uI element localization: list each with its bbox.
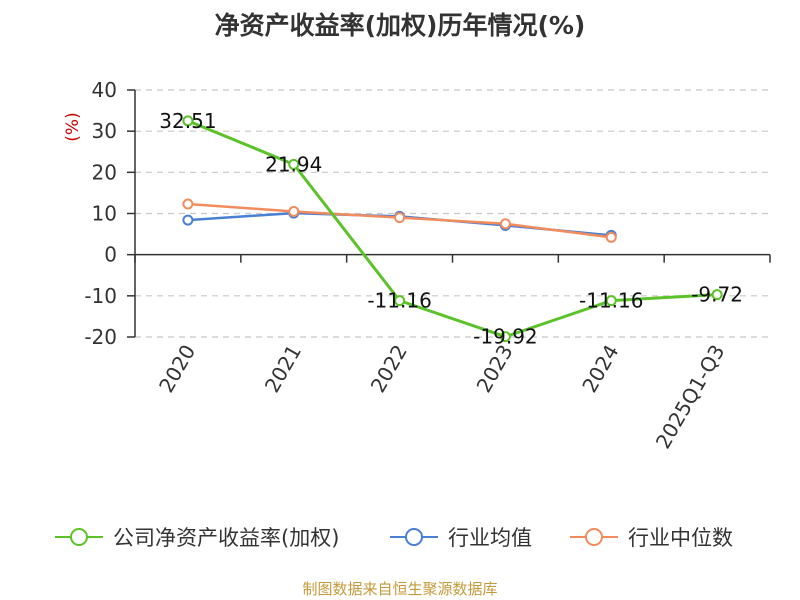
data-label: 32.51 — [159, 109, 216, 133]
legend: 公司净资产收益率(加权) 行业均值 行业中位数 — [0, 522, 800, 552]
data-label: -19.92 — [473, 325, 537, 349]
y-axis-label: (%) — [63, 112, 83, 141]
data-label: -11.16 — [579, 289, 643, 313]
x-tick-label: 2022 — [366, 341, 412, 397]
legend-marker-industry-mean — [390, 528, 438, 546]
x-tick-label: 2023 — [472, 341, 518, 397]
data-point — [499, 218, 511, 230]
legend-item-industry-mean[interactable]: 行业均值 — [390, 522, 532, 552]
data-label: 21.94 — [265, 152, 322, 176]
x-tick-label: 2025Q1-Q3 — [651, 341, 730, 453]
legend-item-industry-median[interactable]: 行业中位数 — [570, 522, 733, 552]
data-point — [288, 158, 300, 170]
y-tick-label: 20 — [92, 160, 117, 184]
data-point — [182, 198, 194, 210]
legend-marker-industry-median — [570, 528, 618, 546]
data-point — [182, 115, 194, 127]
legend-label-industry-mean: 行业均值 — [448, 526, 532, 550]
legend-marker-company — [55, 528, 103, 546]
data-point — [711, 289, 723, 301]
y-tick-label: 30 — [92, 119, 117, 143]
source-note: 制图数据来自恒生聚源数据库 — [302, 580, 498, 598]
x-tick-label: 2020 — [154, 341, 200, 397]
data-point — [182, 214, 194, 226]
y-tick-label: -20 — [84, 325, 117, 349]
data-point — [605, 295, 617, 307]
data-label: -11.16 — [367, 289, 431, 313]
y-tick-label: 10 — [92, 202, 117, 226]
legend-label-company: 公司净资产收益率(加权) — [113, 526, 340, 550]
data-point — [288, 205, 300, 217]
chart-title: 净资产收益率(加权)历年情况(%) — [214, 11, 586, 40]
data-point — [394, 295, 406, 307]
x-tick-label: 2021 — [260, 341, 306, 397]
legend-item-company[interactable]: 公司净资产收益率(加权) — [55, 522, 339, 552]
y-tick-label: 0 — [104, 243, 117, 267]
legend-label-industry-median: 行业中位数 — [628, 526, 733, 550]
data-label: -9.72 — [691, 283, 743, 307]
y-tick-label: 40 — [92, 78, 117, 102]
data-point — [499, 331, 511, 343]
y-tick-label: -10 — [84, 284, 117, 308]
series-line-0 — [187, 119, 718, 339]
data-point — [605, 231, 617, 243]
x-tick-label: 2024 — [577, 341, 623, 397]
data-point — [394, 212, 406, 224]
